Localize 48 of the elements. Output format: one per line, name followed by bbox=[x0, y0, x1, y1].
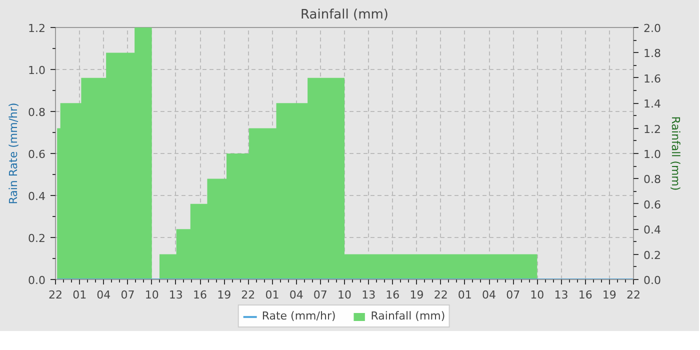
y2-tick-label: 1.0 bbox=[644, 148, 661, 161]
x-tick-label: 13 bbox=[554, 288, 568, 302]
y-tick-label: 0.0 bbox=[28, 274, 46, 287]
x-tick-label: 10 bbox=[530, 288, 544, 302]
x-tick-label: 01 bbox=[72, 288, 87, 302]
chart-title: Rainfall (mm) bbox=[300, 8, 388, 22]
y-tick-label: 0.2 bbox=[28, 232, 46, 245]
x-tick-label: 19 bbox=[410, 288, 424, 302]
x-tick-label: 16 bbox=[386, 288, 400, 302]
x-tick-label: 16 bbox=[193, 288, 207, 302]
y2-tick-label: 1.6 bbox=[644, 72, 661, 86]
x-tick-label: 22 bbox=[434, 288, 448, 302]
x-tick-label: 01 bbox=[265, 288, 280, 302]
x-tick-label: 10 bbox=[144, 288, 159, 302]
y2-tick-label: 2.0 bbox=[644, 22, 661, 35]
y-tick-label: 1.2 bbox=[28, 22, 46, 35]
y2-tick-label: 1.4 bbox=[644, 98, 661, 111]
y2-tick-label: 0.8 bbox=[644, 173, 661, 186]
x-tick-label: 19 bbox=[602, 288, 616, 302]
x-tick-label: 16 bbox=[578, 288, 592, 302]
x-tick-label: 04 bbox=[96, 288, 111, 302]
x-tick-label: 19 bbox=[217, 288, 232, 302]
x-tick-label: 04 bbox=[289, 288, 304, 302]
x-tick-label: 07 bbox=[506, 288, 520, 302]
y-tick-label: 0.4 bbox=[28, 190, 46, 203]
y-tick-label: 0.8 bbox=[28, 106, 46, 119]
y2-axis-title: Rainfall (mm) bbox=[668, 116, 682, 191]
legend-label: Rate (mm/hr) bbox=[262, 310, 336, 322]
y-tick-label: 1.0 bbox=[28, 64, 46, 77]
y2-tick-label: 0.6 bbox=[644, 198, 661, 212]
x-tick-label: 13 bbox=[362, 288, 376, 302]
x-tick-label: 22 bbox=[626, 288, 640, 302]
y2-tick-label: 1.8 bbox=[644, 47, 661, 60]
x-tick-label: 22 bbox=[48, 288, 62, 302]
y2-tick-label: 1.2 bbox=[644, 122, 661, 136]
legend-label: Rainfall (mm) bbox=[370, 310, 446, 322]
x-tick-label: 13 bbox=[168, 288, 183, 302]
y-tick-label: 0.6 bbox=[28, 148, 46, 161]
y2-tick-label: 0.2 bbox=[644, 248, 661, 262]
x-tick-label: 01 bbox=[458, 288, 472, 302]
x-tick-label: 22 bbox=[241, 288, 256, 302]
x-tick-label: 07 bbox=[313, 288, 328, 302]
x-tick-label: 04 bbox=[482, 288, 496, 302]
x-tick-label: 07 bbox=[120, 288, 135, 302]
x-tick-label: 10 bbox=[338, 288, 352, 302]
y2-tick-label: 0.0 bbox=[644, 274, 661, 287]
y2-tick-label: 0.4 bbox=[644, 224, 661, 237]
y-axis-title: Rain Rate (mm/hr) bbox=[7, 102, 20, 204]
